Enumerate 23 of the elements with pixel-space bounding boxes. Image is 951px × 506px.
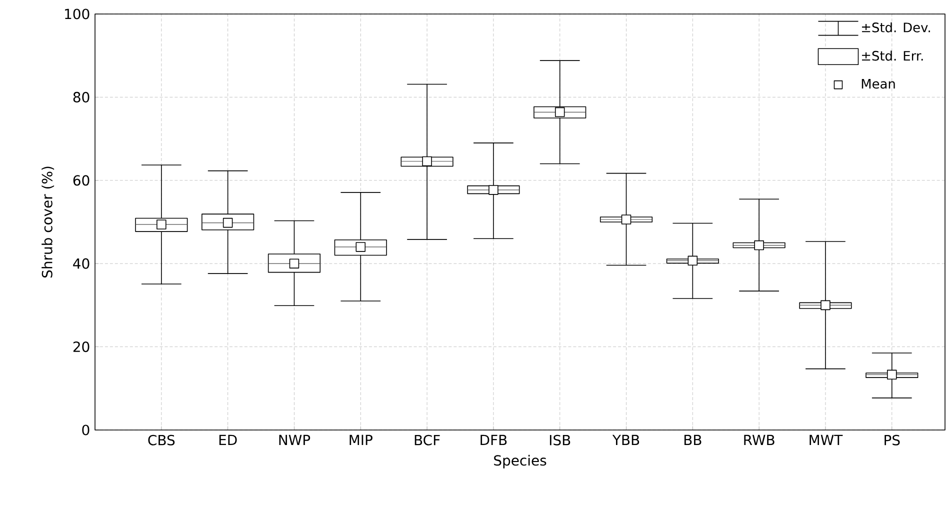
- x-tick-label: YBB: [612, 434, 640, 445]
- x-axis-title: Species: [494, 454, 546, 468]
- y-tick-label: 20: [73, 342, 90, 352]
- x-tick-label: ISB: [550, 434, 570, 446]
- x-tick-label: BCF: [414, 434, 440, 446]
- x-tick-label: RWB: [744, 434, 774, 445]
- annotation: ±Std. Dev.: [862, 22, 930, 32]
- x-tick-label: PS: [884, 434, 900, 446]
- annotation: ±Std. Err.: [862, 50, 923, 61]
- y-axis-title: Shrub cover (%): [42, 166, 54, 278]
- x-tick-label: MWT: [810, 434, 843, 445]
- x-tick-label: CBS: [148, 434, 175, 446]
- x-tick-label: BB: [684, 434, 702, 445]
- x-tick-label: NWP: [279, 434, 310, 445]
- y-tick-label: 40: [73, 258, 90, 269]
- y-tick-label: 60: [73, 175, 90, 186]
- annotation: Mean: [862, 79, 895, 89]
- y-tick-label: 80: [73, 92, 90, 102]
- x-tick-label: MIP: [350, 434, 372, 445]
- x-tick-label: DFB: [480, 434, 507, 445]
- y-tick-label: 100: [65, 8, 90, 20]
- x-tick-label: ED: [219, 434, 237, 445]
- y-tick-label: 0: [82, 424, 90, 436]
